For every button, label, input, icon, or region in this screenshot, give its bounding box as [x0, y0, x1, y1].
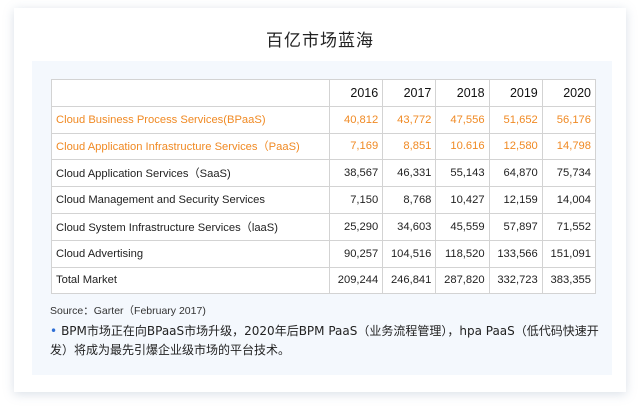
table-row: Cloud System Infrastructure Services（laa… [50, 212, 597, 241]
value-cell: 40,812 [329, 105, 384, 134]
row-label: Cloud Application Services（SaaS) [50, 159, 331, 188]
value-cell: 7,169 [329, 132, 384, 161]
value-cell: 51,652 [488, 105, 543, 134]
table-row: Cloud Business Process Services(BPaaS) 40… [50, 105, 597, 134]
table-row: Cloud Application Infrastructure Service… [50, 132, 597, 161]
value-cell: 246,841 [382, 266, 437, 295]
value-cell: 12,159 [488, 186, 543, 214]
value-cell: 133,566 [488, 239, 543, 268]
value-cell: 25,290 [329, 212, 384, 241]
value-cell: 38,567 [329, 159, 384, 188]
source-citation: Source：Garter（February 2017) [50, 305, 206, 317]
row-label: Cloud Application Infrastructure Service… [50, 132, 331, 161]
bullet-icon: • [50, 324, 58, 338]
row-label: Cloud Management and Security Services [50, 186, 331, 214]
year-header: 2017 [382, 79, 437, 107]
value-cell: 71,552 [541, 212, 597, 241]
year-header: 2016 [329, 79, 384, 107]
value-cell: 56,176 [541, 105, 597, 134]
value-cell: 209,244 [329, 266, 384, 295]
value-cell: 8,768 [382, 186, 437, 214]
value-cell: 43,772 [382, 105, 437, 134]
value-cell: 46,331 [382, 159, 437, 188]
row-label: Cloud Business Process Services(BPaaS) [50, 105, 331, 134]
bullet-note: • BPM市场正在向BPaaS市场升级，2020年后BPM PaaS（业务流程管理… [50, 322, 600, 360]
value-cell: 287,820 [435, 266, 490, 295]
value-cell: 90,257 [329, 239, 384, 268]
value-cell: 55,143 [435, 159, 490, 188]
value-cell: 332,723 [488, 266, 543, 295]
table-row: Cloud Management and Security Services 7,… [50, 186, 597, 214]
value-cell: 104,516 [382, 239, 437, 268]
value-cell: 7,150 [329, 186, 384, 214]
value-cell: 45,559 [435, 212, 490, 241]
market-table: 2016 2017 2018 2019 2020 Cloud Business … [50, 79, 597, 295]
page-title: 百亿市场蓝海 [266, 31, 374, 51]
row-label: Total Market [50, 266, 331, 295]
value-cell: 118,520 [435, 239, 490, 268]
value-cell: 47,556 [435, 105, 490, 134]
year-header: 2018 [435, 79, 490, 107]
value-cell: 64,870 [488, 159, 543, 188]
note-text: BPM市场正在向BPaaS市场升级，2020年后BPM PaaS（业务流程管理）… [50, 324, 599, 357]
header-blank-cell [50, 79, 331, 107]
year-header: 2020 [541, 79, 597, 107]
value-cell: 10.616 [435, 132, 490, 161]
value-cell: 57,897 [488, 212, 543, 241]
value-cell: 8,851 [382, 132, 437, 161]
year-header: 2019 [488, 79, 543, 107]
value-cell: 10,427 [435, 186, 490, 214]
value-cell: 14,798 [541, 132, 597, 161]
value-cell: 12,580 [488, 132, 543, 161]
table-row: Total Market 209,244 246,841 287,820 332,723… [50, 266, 597, 295]
table-row: Cloud Advertising 90,257 104,516 118,520 133… [50, 239, 597, 268]
table-header-row: 2016 2017 2018 2019 2020 [50, 79, 597, 107]
value-cell: 14,004 [541, 186, 597, 214]
table-row: Cloud Application Services（SaaS) 38,567 46… [50, 159, 597, 188]
row-label: Cloud Advertising [50, 239, 331, 268]
value-cell: 151,091 [541, 239, 597, 268]
value-cell: 75,734 [541, 159, 597, 188]
row-label: Cloud System Infrastructure Services（laa… [50, 212, 331, 241]
value-cell: 34,603 [382, 212, 437, 241]
value-cell: 383,355 [541, 266, 597, 295]
